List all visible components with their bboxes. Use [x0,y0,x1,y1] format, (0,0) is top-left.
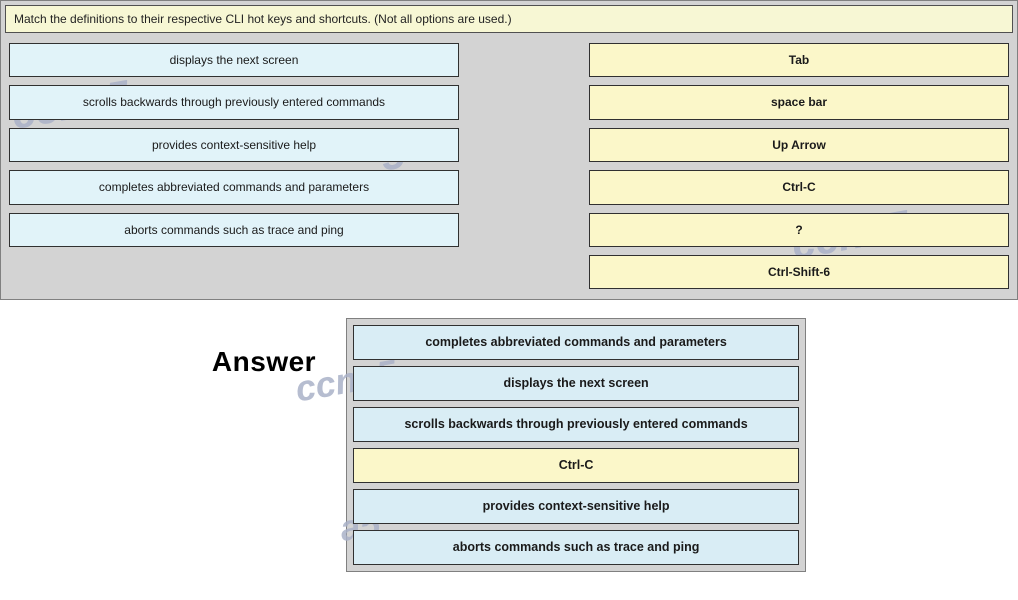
answer-stack: completes abbreviated commands and param… [346,318,806,572]
answer-tile: Ctrl-C [353,448,799,483]
hotkey-tile[interactable]: Ctrl-Shift-6 [589,255,1009,289]
answer-tile: provides context-sensitive help [353,489,799,524]
answer-tile: aborts commands such as trace and ping [353,530,799,565]
hotkeys-column: Tab space bar Up Arrow Ctrl-C ? Ctrl-Shi… [589,43,1009,289]
hotkey-tile[interactable]: Ctrl-C [589,170,1009,204]
definition-tile[interactable]: aborts commands such as trace and ping [9,213,459,247]
definition-tile[interactable]: scrolls backwards through previously ent… [9,85,459,119]
definitions-column: displays the next screen scrolls backwar… [9,43,459,289]
answer-region: ccna5 a5 Answer completes abbreviated co… [0,300,1018,582]
answer-tile: completes abbreviated commands and param… [353,325,799,360]
question-region: ccna5 5 ccna5 Match the definitions to t… [0,0,1018,300]
question-banner: Match the definitions to their respectiv… [5,5,1013,33]
answer-tile: displays the next screen [353,366,799,401]
answer-tile: scrolls backwards through previously ent… [353,407,799,442]
definition-tile[interactable]: completes abbreviated commands and param… [9,170,459,204]
definition-tile[interactable]: displays the next screen [9,43,459,77]
match-columns: displays the next screen scrolls backwar… [5,43,1013,295]
definition-tile[interactable]: provides context-sensitive help [9,128,459,162]
question-text: Match the definitions to their respectiv… [14,12,512,26]
answer-heading: Answer [212,346,316,378]
hotkey-tile[interactable]: Up Arrow [589,128,1009,162]
hotkey-tile[interactable]: Tab [589,43,1009,77]
hotkey-tile[interactable]: ? [589,213,1009,247]
hotkey-tile[interactable]: space bar [589,85,1009,119]
